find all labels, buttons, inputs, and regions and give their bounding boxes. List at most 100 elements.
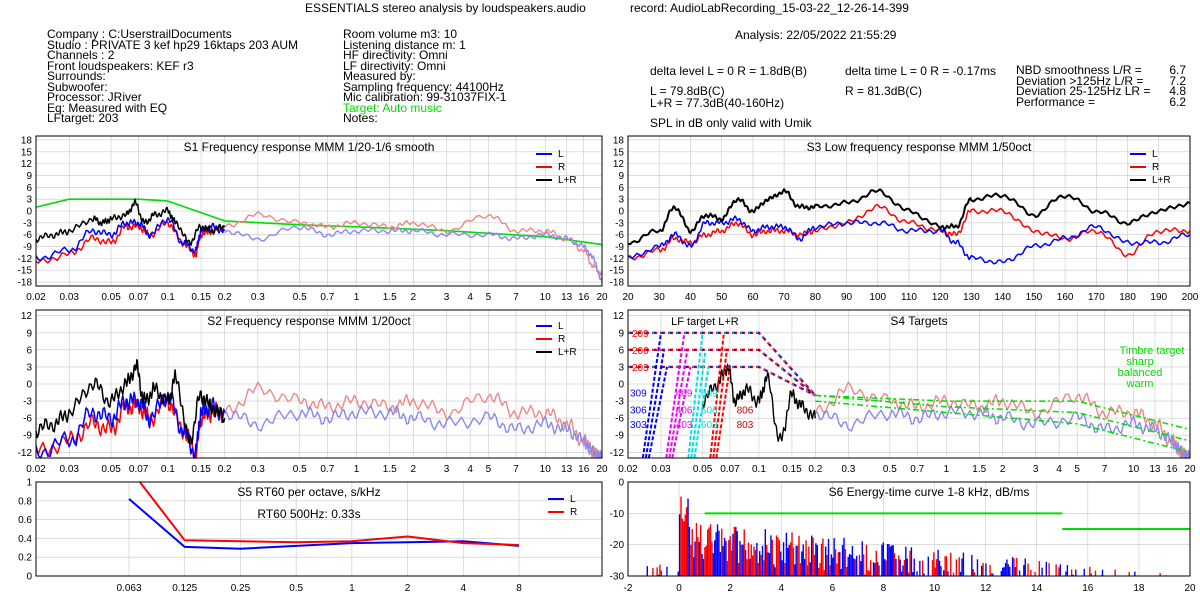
x-tick-label: 160 <box>1057 292 1074 303</box>
y-tick-label: -6 <box>615 414 624 425</box>
x-tick-label: 0.07 <box>129 292 149 303</box>
legend-label: R <box>1152 162 1159 173</box>
score-value: 4.8 <box>1169 84 1186 98</box>
x-tick-label: 0.02 <box>26 464 46 475</box>
x-tick-label: 13 <box>1149 464 1161 475</box>
score-value: 7.2 <box>1169 73 1186 88</box>
y-tick-label: 1 <box>26 478 32 489</box>
lf-label: 209 <box>632 329 649 340</box>
info-lf-directivity: LF directivity: Omni <box>343 58 446 73</box>
lf-target-line <box>628 332 816 396</box>
x-tick-label: 120 <box>932 292 949 303</box>
y-tick-label: -18 <box>18 278 33 289</box>
y-tick-label: 12 <box>21 311 33 322</box>
spl-note: SPL in dB only valid with Umik <box>650 116 812 130</box>
x-tick-label: 80 <box>810 292 822 303</box>
x-tick-label: 4 <box>467 292 473 303</box>
lf-label: 306 <box>630 406 647 417</box>
timbre-target-line <box>815 394 1191 442</box>
y-tick-label: -18 <box>610 278 625 289</box>
x-tick-label: 1 <box>349 583 355 594</box>
x-tick-label: 40 <box>685 292 697 303</box>
y-tick-label: 6 <box>26 345 32 356</box>
y-tick-label: -12 <box>610 254 625 265</box>
x-tick-label: 10 <box>540 464 552 475</box>
info-company: Company : C:UserstrailDocuments <box>47 27 232 41</box>
x-tick-label: 7 <box>513 464 519 475</box>
x-tick-label: 0.125 <box>172 583 197 594</box>
plot-frame <box>627 481 1191 577</box>
score-row: Performance = 6.2 <box>1016 94 1186 109</box>
series-lr-line <box>701 363 816 442</box>
lf-label: 309 <box>630 389 647 400</box>
x-tick-label: 4 <box>461 583 467 594</box>
x-tick-label: 5 <box>486 292 492 303</box>
x-tick-label: 8 <box>881 583 887 594</box>
x-tick-label: 0.5 <box>883 464 897 475</box>
y-tick-label: 12 <box>613 159 625 170</box>
legend-label: L+R <box>1152 175 1171 186</box>
y-tick-label: 6 <box>618 183 624 194</box>
info-mic-cal: Mic calibration: 99-31037FIX-1 <box>343 90 507 104</box>
x-tick-label: 7 <box>513 292 519 303</box>
x-tick-label: 3 <box>444 292 450 303</box>
x-tick-label: 0.05 <box>101 292 121 303</box>
y-tick-label: 0 <box>618 478 624 489</box>
x-tick-label: 20 <box>596 292 608 303</box>
lf-label: 409 <box>676 389 693 400</box>
rt60-r-line <box>138 482 520 546</box>
x-tick-label: 0.1 <box>161 464 175 475</box>
panel-s1: 0.02 0.03 0.05 0.07 0.1 0.15 0.2 0.3 0.5 0.7 1 1.5 2… <box>18 135 608 303</box>
series-lr-line <box>627 188 1191 246</box>
delta-level: delta level L = 0 R = 1.8dB(B) <box>650 64 807 78</box>
plot-frame <box>627 135 1191 287</box>
y-tick-label: 6 <box>618 345 624 356</box>
x-tick-label: 2 <box>411 292 417 303</box>
score-value: 6.2 <box>1169 94 1186 109</box>
x-tick-label: 100 <box>869 292 886 303</box>
x-tick-label: 0.02 <box>618 464 638 475</box>
info-processor: Processor: JRiver <box>47 90 142 104</box>
x-tick-label: 0.2 <box>218 464 232 475</box>
y-tick-label: -12 <box>18 254 33 265</box>
y-tick-label: 0.6 <box>18 515 32 526</box>
x-tick-label: 10 <box>540 292 552 303</box>
info-eq: Eq: Measured with EQ <box>47 100 168 115</box>
x-tick-label: 8 <box>516 583 522 594</box>
timbre-label: sharp <box>1126 356 1154 368</box>
x-tick-label: 1.5 <box>383 464 397 475</box>
x-tick-label: 13 <box>561 292 573 303</box>
panel-s4: 0.02 0.03 0.05 0.07 0.1 0.15 0.2 0.3 0.5 0.7 1 1.5 2… <box>610 310 1196 475</box>
x-tick-label: 7 <box>1102 464 1108 475</box>
x-tick-label: 0.15 <box>782 464 802 475</box>
lf-rolloff-line <box>665 332 686 459</box>
series-lr-line <box>35 198 226 246</box>
l-spl: L = 79.8dB(C) <box>650 84 725 98</box>
info-sampling: Sampling frequency: 44100Hz <box>343 79 504 94</box>
x-tick-label: 13 <box>561 464 573 475</box>
x-tick-label: 0.05 <box>693 464 713 475</box>
y-tick-label: 6 <box>26 183 32 194</box>
scores: NBD smoothness L/R = 6.7 Deviation >125Hz… <box>1016 64 1186 109</box>
info-left: Company : C:UserstrailDocuments Studio :… <box>47 27 298 123</box>
legend-label: L+R <box>558 175 577 186</box>
lf-title: LF target L+R <box>671 316 739 328</box>
y-tick-label: -9 <box>23 242 32 253</box>
lf-label: 403 <box>676 420 693 431</box>
y-tick-label: -10 <box>610 509 625 520</box>
lf-rolloff-line <box>671 366 692 459</box>
x-tick-label: 14 <box>1031 583 1043 594</box>
y-tick-label: 9 <box>26 171 32 182</box>
chart-title: S1 Frequency response MMM 1/20-1/6 smoot… <box>184 140 435 154</box>
y-tick-label: -20 <box>610 540 625 551</box>
x-tick-label: 0.2 <box>218 292 232 303</box>
panel-s2: 0.02 0.03 0.05 0.07 0.1 0.15 0.2 0.3 0.5 0.7 1 1.5 2… <box>18 310 608 475</box>
x-tick-label: 0.7 <box>320 464 334 475</box>
x-tick-label: 1 <box>354 292 360 303</box>
x-tick-label: 0.05 <box>101 464 121 475</box>
y-tick-label: 0 <box>26 572 32 583</box>
x-tick-label: 1 <box>354 464 360 475</box>
series-r-line <box>35 220 226 264</box>
x-tick-label: 0.5 <box>293 292 307 303</box>
y-tick-label: -3 <box>615 218 624 229</box>
